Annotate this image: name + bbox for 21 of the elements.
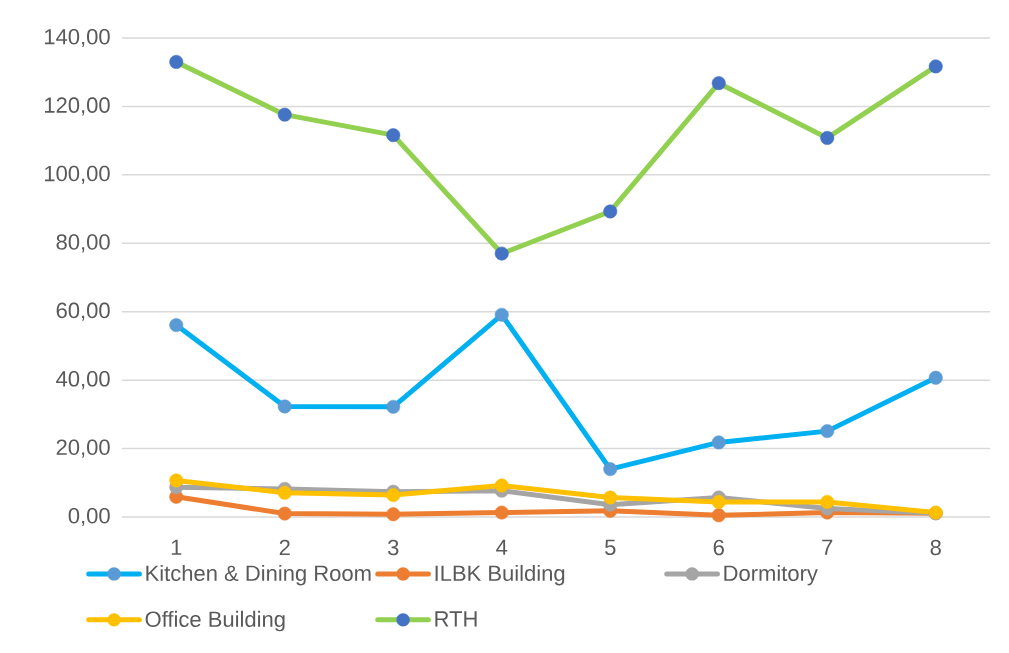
y-tick-label: 120,00 [45, 97, 110, 116]
y-tick-label: 60,00 [56, 302, 110, 321]
x-tick-label: 7 [822, 539, 833, 555]
x-tick-label: 2 [279, 539, 290, 556]
y-tick-label: 80,00 [56, 234, 110, 253]
x-tick-label: 3 [387, 539, 399, 556]
y-tick-label: 100,00 [45, 165, 110, 184]
x-tick-label: 5 [605, 539, 616, 556]
legend-label: RTH [435, 611, 477, 627]
legend-label: Dormitory [724, 564, 818, 586]
x-tick-label: 8 [930, 539, 941, 556]
y-tick-label: 20,00 [56, 439, 110, 458]
legend-label: ILBK Building [435, 564, 565, 586]
y-tick-label: 140,00 [45, 28, 110, 48]
x-tick-label: 1 [171, 539, 182, 555]
y-tick-label: 0,00 [68, 507, 110, 527]
x-tick-label: 6 [713, 539, 724, 556]
legend-label: Kitchen & Dining Room [146, 564, 371, 586]
x-tick-label: 4 [496, 539, 508, 555]
legend-label: Office Building [145, 610, 285, 632]
y-tick-label: 40,00 [56, 371, 110, 390]
